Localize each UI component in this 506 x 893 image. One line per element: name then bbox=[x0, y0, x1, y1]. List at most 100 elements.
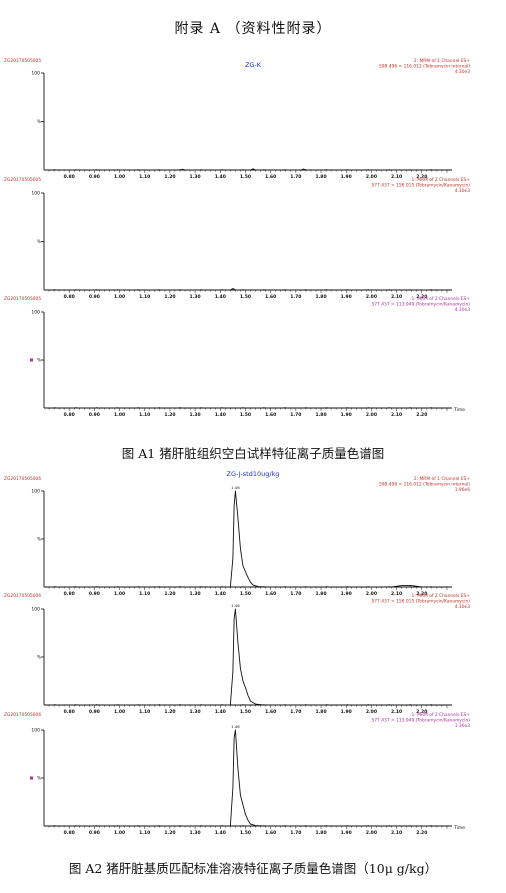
x-tick-label: 1.10 bbox=[139, 709, 150, 715]
peak-label: 1.46 bbox=[231, 603, 240, 608]
x-tick-label: 2.10 bbox=[391, 830, 402, 836]
x-tick-label: 2.10 bbox=[391, 591, 402, 597]
x-tick-label: 1.60 bbox=[265, 412, 276, 418]
x-axis-label: Time bbox=[453, 825, 465, 831]
x-tick-label: 2.00 bbox=[366, 412, 377, 418]
chromatogram-trace bbox=[44, 729, 452, 827]
y-mid-label: % bbox=[37, 119, 41, 124]
y-top-label: 100 bbox=[31, 489, 40, 495]
scan-line: 2: MRM of 1 Channel ES+ bbox=[414, 58, 470, 64]
transition-label: 598.496 > 116.012 (Tobramycin internal) bbox=[379, 482, 470, 488]
intensity-label: 4.30e3 bbox=[455, 188, 470, 194]
x-tick-label: 1.30 bbox=[190, 294, 201, 300]
x-tick-label: 1.90 bbox=[341, 294, 352, 300]
x-tick-label: 2.00 bbox=[366, 709, 377, 715]
y-mid-label: % bbox=[37, 537, 41, 542]
scan-line: 1: MRM of 2 Channels ES+ bbox=[412, 593, 471, 599]
x-tick-label: 2.20 bbox=[416, 412, 427, 418]
x-tick-label: 1.70 bbox=[290, 174, 301, 180]
y-top-label: 100 bbox=[31, 71, 40, 77]
x-tick-label: 0.80 bbox=[64, 412, 75, 418]
x-tick-label: 2.20 bbox=[416, 591, 427, 597]
transition-label: 577.437 > 156.015 (Tobramycin/Kanamycin) bbox=[371, 183, 470, 189]
x-tick-label: 1.30 bbox=[190, 174, 201, 180]
intensity-label: 4.30e3 bbox=[455, 604, 470, 610]
x-tick-label: 1.60 bbox=[265, 174, 276, 180]
y-top-label: 100 bbox=[31, 191, 40, 197]
channel-marker bbox=[30, 776, 33, 780]
x-tick-label: 1.90 bbox=[341, 591, 352, 597]
x-tick-label: 2.00 bbox=[366, 830, 377, 836]
x-tick-label: 0.80 bbox=[64, 294, 75, 300]
x-tick-label: 1.40 bbox=[215, 294, 226, 300]
x-tick-label: 1.10 bbox=[139, 830, 150, 836]
scan-line: 1: MRM of 2 Channels ES+ bbox=[412, 177, 471, 183]
x-tick-label: 1.70 bbox=[290, 830, 301, 836]
x-tick-label: 1.00 bbox=[114, 709, 125, 715]
figure-a1-caption: 图 A1 猪肝脏组织空白试样特征离子质量色谱图 bbox=[121, 446, 385, 461]
transition-label: 577.437 > 113.949 (Tobramycin/Kanamycin) bbox=[371, 718, 470, 724]
x-tick-label: 1.70 bbox=[290, 294, 301, 300]
x-tick-label: 1.00 bbox=[114, 591, 125, 597]
x-tick-label: 1.00 bbox=[114, 830, 125, 836]
x-tick-label: 1.80 bbox=[315, 830, 326, 836]
x-tick-label: 0.80 bbox=[64, 709, 75, 715]
x-axis-label: Time bbox=[453, 407, 465, 413]
x-tick-label: 1.30 bbox=[190, 591, 201, 597]
sample-title: ZG-K bbox=[245, 61, 262, 69]
chromatogram-trace bbox=[44, 168, 452, 171]
x-tick-label: 1.50 bbox=[240, 830, 251, 836]
x-tick-label: 1.90 bbox=[341, 830, 352, 836]
transition-label: 598.496 > 116.012 (Tobramycin internal) bbox=[379, 64, 470, 70]
x-tick-label: 1.50 bbox=[240, 709, 251, 715]
x-tick-label: 0.90 bbox=[89, 830, 100, 836]
peak-label: 1.46 bbox=[231, 724, 240, 729]
x-tick-label: 1.70 bbox=[290, 591, 301, 597]
scan-line: 1: MRM of 2 Channels ES+ bbox=[412, 712, 471, 718]
x-tick-label: 1.90 bbox=[341, 412, 352, 418]
x-tick-label: 2.20 bbox=[416, 709, 427, 715]
sample-title: ZG-J-std10ug/kg bbox=[227, 470, 280, 478]
y-top-label: 100 bbox=[31, 607, 40, 613]
x-tick-label: 1.80 bbox=[315, 174, 326, 180]
x-tick-label: 1.40 bbox=[215, 591, 226, 597]
x-tick-label: 1.20 bbox=[164, 174, 175, 180]
intensity-label: 1.36e3 bbox=[455, 723, 470, 729]
x-tick-label: 2.10 bbox=[391, 412, 402, 418]
x-tick-label: 1.70 bbox=[290, 412, 301, 418]
file-id: ZG20170505005 bbox=[4, 296, 41, 302]
x-tick-label: 2.10 bbox=[391, 294, 402, 300]
x-tick-label: 2.00 bbox=[366, 174, 377, 180]
file-id: ZG20170505006 bbox=[4, 593, 41, 599]
file-id: ZG20170505005 bbox=[4, 58, 41, 64]
chromatogram-trace bbox=[44, 490, 452, 588]
x-tick-label: 1.40 bbox=[215, 830, 226, 836]
x-tick-label: 1.20 bbox=[164, 591, 175, 597]
scan-line: 2: MRM of 1 Channel ES+ bbox=[414, 476, 470, 482]
x-tick-label: 0.90 bbox=[89, 294, 100, 300]
x-tick-label: 2.20 bbox=[416, 294, 427, 300]
file-id: ZG20170505005 bbox=[4, 177, 41, 183]
x-tick-label: 1.60 bbox=[265, 830, 276, 836]
x-tick-label: 2.10 bbox=[391, 709, 402, 715]
x-tick-label: 1.80 bbox=[315, 294, 326, 300]
y-mid-label: % bbox=[37, 358, 41, 363]
y-top-label: 100 bbox=[31, 310, 40, 316]
x-tick-label: 1.00 bbox=[114, 412, 125, 418]
y-mid-label: % bbox=[37, 655, 41, 660]
x-tick-label: 1.10 bbox=[139, 412, 150, 418]
x-tick-label: 1.90 bbox=[341, 174, 352, 180]
x-tick-label: 1.20 bbox=[164, 709, 175, 715]
file-id: ZG20170505006 bbox=[4, 712, 41, 718]
peak-label: 1.46 bbox=[231, 485, 240, 490]
x-tick-label: 1.20 bbox=[164, 412, 175, 418]
x-tick-label: 1.30 bbox=[190, 830, 201, 836]
x-tick-label: 1.40 bbox=[215, 174, 226, 180]
page-title: 附录 A （资料性附录） bbox=[174, 21, 332, 37]
x-tick-label: 2.20 bbox=[416, 174, 427, 180]
x-tick-label: 1.80 bbox=[315, 709, 326, 715]
x-tick-label: 1.10 bbox=[139, 294, 150, 300]
x-tick-label: 0.90 bbox=[89, 412, 100, 418]
channel-marker bbox=[30, 358, 33, 362]
